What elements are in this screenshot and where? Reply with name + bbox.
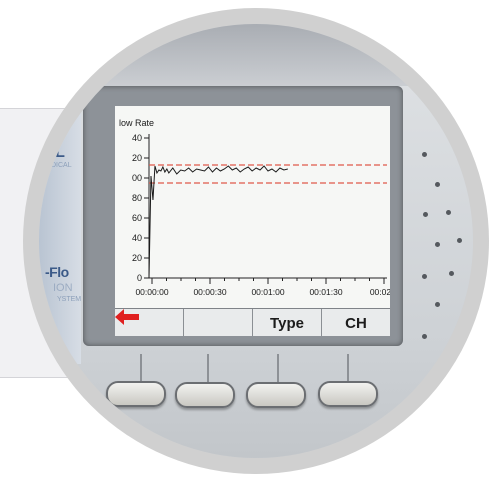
- grille-dot: [457, 238, 462, 243]
- y-tick-label: 80: [132, 193, 142, 203]
- brand-label-strip: EL DICAL -Flo ION YSTEM: [39, 104, 81, 364]
- hardware-button-4[interactable]: [318, 381, 378, 407]
- x-tick-label: 00:01:30: [309, 287, 342, 297]
- button-guide-line: [140, 354, 142, 382]
- softkey-type[interactable]: Type: [253, 309, 322, 336]
- y-tick-label: 0: [137, 273, 142, 283]
- grille-dot: [449, 271, 454, 276]
- y-tick-label: 20: [132, 253, 142, 263]
- grille-dot: [422, 152, 427, 157]
- softkey-back[interactable]: [115, 309, 184, 336]
- magnified-device-view: EL DICAL -Flo ION YSTEM low Rate 40 20 00 80…: [39, 24, 473, 458]
- chart-title: low Rate: [119, 118, 154, 128]
- y-tick-label: 60: [132, 213, 142, 223]
- left-arrow-icon: [115, 309, 141, 325]
- button-guide-line: [347, 354, 349, 382]
- softkey-bar: Type CH: [115, 308, 390, 336]
- product-sub2-fragment: YSTEM: [57, 296, 81, 303]
- brand-logo-sub: DICAL: [51, 162, 72, 169]
- y-tick-label: 20: [132, 153, 142, 163]
- x-tick-label: 00:00:00: [135, 287, 168, 297]
- lcd-screen: low Rate 40 20 00 80 60 40 20 0 00:00:00 00:00:30 0…: [115, 106, 390, 336]
- brand-logo-fragment: EL: [45, 144, 64, 162]
- softkey-ch[interactable]: CH: [322, 309, 390, 336]
- flow-rate-chart: low Rate 40 20 00 80 60 40 20 0 00:00:00 00:00:30 0…: [115, 106, 390, 308]
- x-tick-label: 00:01:00: [251, 287, 284, 297]
- x-tick-label: 00:00:30: [193, 287, 226, 297]
- grille-dot: [435, 302, 440, 307]
- button-guide-line: [207, 354, 209, 382]
- hardware-button-2[interactable]: [175, 382, 235, 408]
- grille-dot: [423, 212, 428, 217]
- grille-dot: [422, 274, 427, 279]
- hardware-button-3[interactable]: [246, 382, 306, 408]
- product-sub-fragment: ION: [53, 282, 73, 294]
- grille-dot: [422, 334, 427, 339]
- x-tick-label: 00:02:0: [370, 287, 390, 297]
- y-tick-label: 40: [132, 133, 142, 143]
- grille-dot: [435, 182, 440, 187]
- grille-dot: [446, 210, 451, 215]
- product-name-fragment: -Flo: [45, 264, 69, 280]
- y-tick-label: 40: [132, 233, 142, 243]
- device-top-edge: [39, 24, 473, 94]
- y-tick-label: 00: [132, 173, 142, 183]
- button-guide-line: [277, 354, 279, 382]
- grille-dot: [435, 242, 440, 247]
- softkey-blank[interactable]: [184, 309, 253, 336]
- hardware-button-1[interactable]: [106, 381, 166, 407]
